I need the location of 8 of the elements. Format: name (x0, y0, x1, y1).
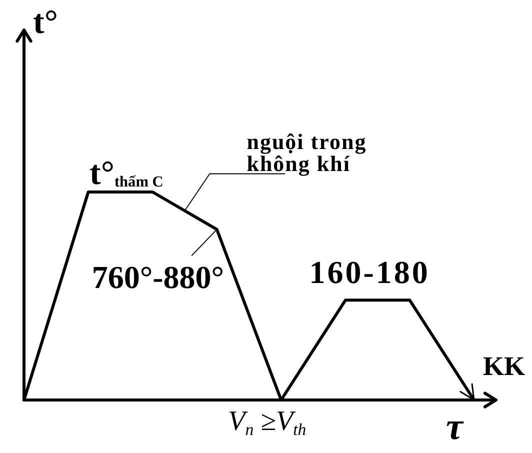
annotation: 760°-880° (92, 259, 224, 296)
y-axis-title: t° (33, 4, 58, 41)
annotation: 160-180 (309, 254, 430, 290)
text: nguội trong không khí (246, 128, 368, 176)
text: V$_{n}$ ≥V$_{th}$ (228, 406, 306, 440)
x-axis-title: τ (446, 406, 463, 448)
annotation: KK (483, 351, 526, 381)
annotation: t°$_{thấm C}$ (90, 155, 164, 192)
